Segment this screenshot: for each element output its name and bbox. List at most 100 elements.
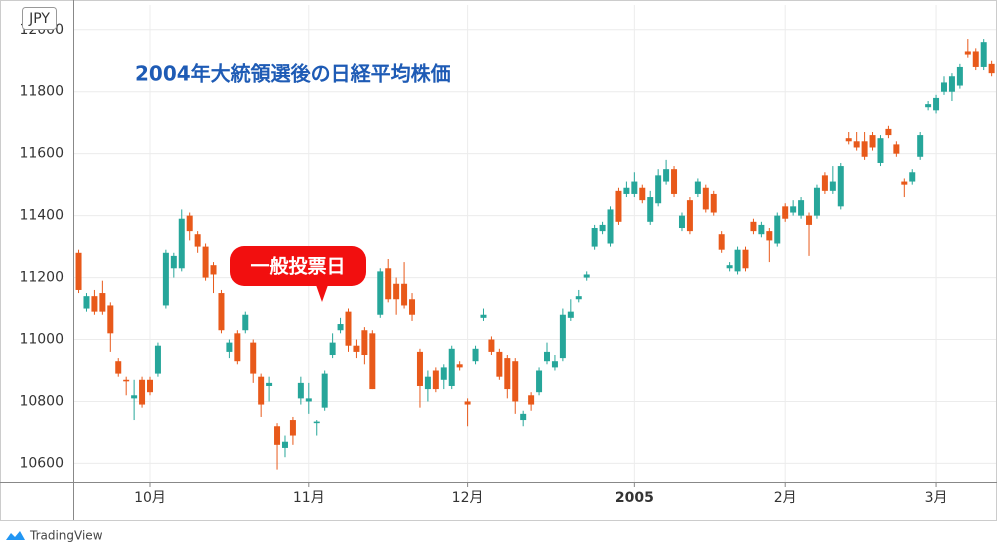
x-tick-label: 11月 xyxy=(293,490,325,506)
candle-body xyxy=(567,311,574,318)
candle-body xyxy=(964,51,971,55)
annotation-callout: 一般投票日 xyxy=(230,246,366,302)
candle-body xyxy=(123,379,130,382)
candle-body xyxy=(837,166,844,207)
candle-body xyxy=(599,224,606,232)
candle-body xyxy=(147,379,153,393)
annotation-text: 一般投票日 xyxy=(250,255,345,278)
currency-box xyxy=(22,7,57,30)
candle-body xyxy=(607,209,614,244)
candle-body xyxy=(321,373,328,408)
candle-body xyxy=(242,314,249,331)
candle-body xyxy=(258,376,265,405)
y-tick-label: 11200 xyxy=(19,270,64,286)
candle-body xyxy=(393,283,400,300)
candle-body xyxy=(83,296,90,309)
candle-body xyxy=(75,252,82,290)
candle-body xyxy=(583,274,590,278)
candle-body xyxy=(877,138,884,163)
chart-title: 2004年大統領選後の日経平均株価 xyxy=(135,62,451,86)
candle-body xyxy=(813,187,820,216)
candle-body xyxy=(869,135,876,148)
candle-body xyxy=(313,421,320,424)
candle-body xyxy=(226,342,233,352)
candle-body xyxy=(766,231,773,241)
candle-body xyxy=(353,345,360,352)
candle-body xyxy=(178,218,185,269)
candle-body xyxy=(107,305,114,334)
candle-body xyxy=(170,255,177,269)
candle-body xyxy=(250,342,257,374)
x-tick-label: 2月 xyxy=(774,490,797,506)
candle-body xyxy=(972,51,979,67)
source-label: TradingView xyxy=(29,529,103,543)
candle-body xyxy=(948,76,955,92)
x-tick-label: 12月 xyxy=(452,490,484,506)
candle-body xyxy=(663,169,670,182)
candle-body xyxy=(694,181,701,194)
y-tick-label: 11400 xyxy=(19,208,64,224)
candle-body xyxy=(544,351,550,362)
candle-body xyxy=(686,200,693,232)
currency-badge: JPY xyxy=(22,7,57,30)
candle-body xyxy=(742,249,749,269)
candle-body xyxy=(345,311,352,346)
candle-body xyxy=(377,271,384,315)
candle-body xyxy=(829,181,836,191)
candle-body xyxy=(631,181,638,194)
candle-body xyxy=(289,420,296,436)
currency-label: JPY xyxy=(28,11,50,27)
x-tick-label: 10月 xyxy=(134,490,166,506)
candle-body xyxy=(488,339,495,352)
x-axis: 10月 11月 12月 2005 2月 3月 xyxy=(134,482,948,506)
candle-body xyxy=(758,224,765,235)
y-tick-label: 10600 xyxy=(19,455,64,471)
candle-body xyxy=(575,296,582,300)
candle-body xyxy=(369,333,376,390)
candle-body xyxy=(440,367,447,380)
candle-body xyxy=(234,333,241,362)
grid xyxy=(74,5,996,482)
candle-body xyxy=(885,128,892,136)
candle-body xyxy=(845,138,852,142)
branding: TradingView xyxy=(6,529,103,543)
candle-body xyxy=(305,398,312,402)
candle-body xyxy=(623,187,630,194)
candle-body xyxy=(480,314,487,318)
candle-body xyxy=(297,382,304,399)
candle-body xyxy=(401,283,408,306)
candle-body xyxy=(925,104,932,108)
candle-body xyxy=(536,370,543,393)
candle-body xyxy=(909,172,916,182)
candle-body xyxy=(202,246,209,278)
candle-body xyxy=(194,234,201,247)
candle-body xyxy=(901,181,908,185)
candle-body xyxy=(456,364,463,368)
y-tick-label: 11800 xyxy=(19,84,64,100)
callout-pointer xyxy=(316,285,328,302)
candle-body xyxy=(853,141,860,148)
candle-body xyxy=(496,351,503,377)
x-tick-label: 3月 xyxy=(925,490,948,506)
candle-body xyxy=(210,265,217,275)
candle-body xyxy=(512,361,519,402)
candle-body xyxy=(337,324,344,331)
candle-body xyxy=(218,293,225,331)
candle-body xyxy=(615,190,622,222)
candle-body xyxy=(917,135,924,157)
callout-box xyxy=(230,246,366,286)
candle-body xyxy=(448,348,455,386)
candle-body xyxy=(385,268,392,300)
candle-body xyxy=(472,348,479,362)
candle-body xyxy=(131,395,138,399)
candle-body xyxy=(266,382,273,386)
candle-body xyxy=(639,187,646,201)
candle-body xyxy=(678,215,685,229)
candle-body xyxy=(941,82,947,92)
candle-body xyxy=(528,395,535,405)
candle-body xyxy=(424,376,431,390)
logo xyxy=(6,531,25,540)
candle-body xyxy=(734,249,741,272)
candle-body xyxy=(956,66,963,86)
candle-body xyxy=(361,330,368,356)
